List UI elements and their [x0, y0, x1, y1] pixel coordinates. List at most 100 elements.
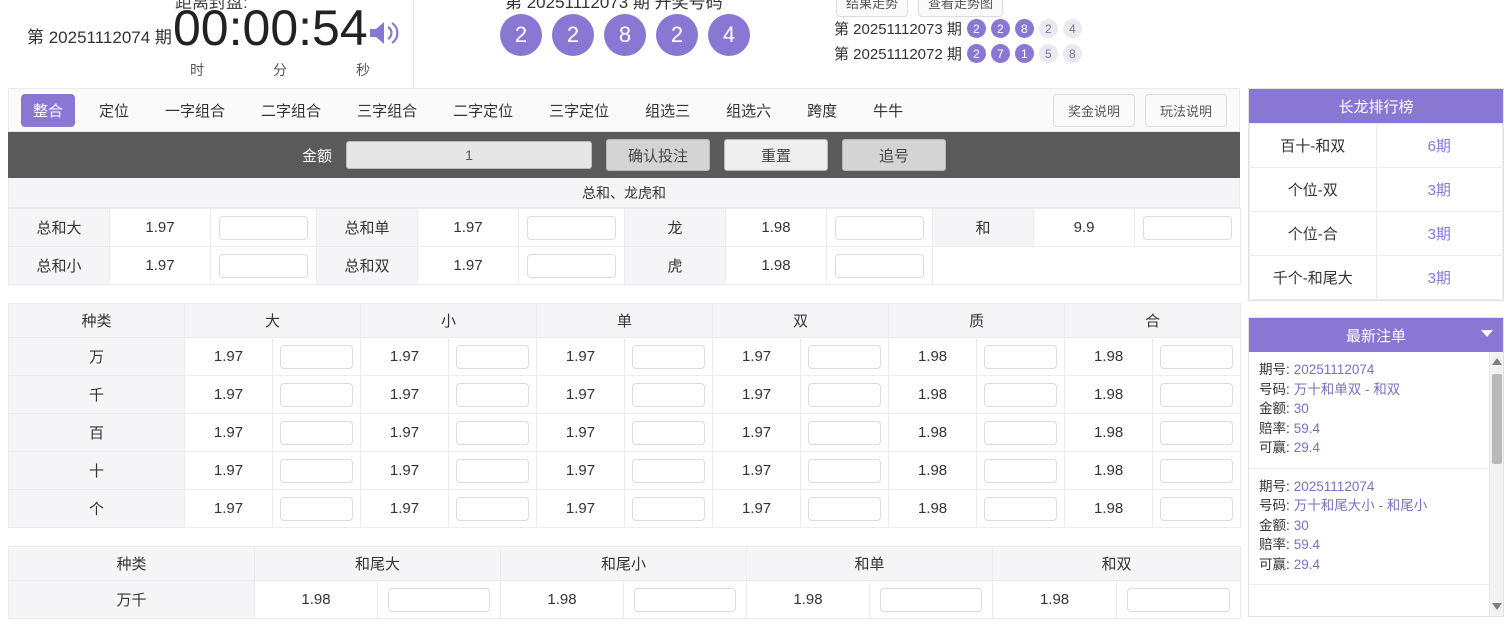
bet-amount-input[interactable]: [219, 215, 308, 240]
bet-amount-input[interactable]: [1160, 496, 1234, 521]
latest-bets-title: 最新注单: [1249, 318, 1503, 352]
tab-二字组合[interactable]: 二字组合: [261, 102, 322, 120]
bet-amount-input[interactable]: [1126, 587, 1231, 612]
bet-amount-input-cell: [271, 413, 362, 452]
table-row[interactable]: 个位-合 3期: [1249, 211, 1503, 256]
bet-amount-input-cell: [624, 413, 714, 452]
bet-odds-value: 59.4: [1293, 537, 1321, 552]
column-header: 小: [360, 303, 538, 338]
bet-amount-input[interactable]: [633, 587, 737, 612]
scroll-up-icon[interactable]: [1492, 358, 1502, 365]
bet-win-label: 可赢:: [1259, 440, 1290, 455]
bet-amount-input[interactable]: [808, 382, 882, 407]
bet-amount-input[interactable]: [455, 382, 530, 407]
bet-amount-input[interactable]: [632, 382, 706, 407]
bet-amount-input[interactable]: [984, 458, 1058, 483]
chase-number-button[interactable]: 追号: [842, 139, 946, 171]
bet-amount-input[interactable]: [1160, 344, 1234, 369]
bet-amount-input[interactable]: [808, 458, 882, 483]
bet-number-value: 万十和单双 - 和双: [1293, 381, 1401, 397]
digit-bet-table: 种类大小单双质合 万 1.97 1.97 1.97 1.97 1.98 1.98 千 1.97 1…: [8, 303, 1242, 528]
tab-组选六[interactable]: 组选六: [726, 102, 772, 120]
bet-amount-input[interactable]: [879, 587, 983, 612]
bet-amount-input[interactable]: [219, 253, 308, 278]
chevron-down-icon[interactable]: [1481, 330, 1493, 337]
bet-amount-input[interactable]: [1143, 215, 1232, 240]
bet-amount-input[interactable]: [1160, 458, 1234, 483]
bet-amount-input[interactable]: [808, 420, 882, 445]
bet-odds-value: 9.9: [1033, 208, 1135, 247]
bet-amount-input[interactable]: [527, 215, 616, 240]
column-header: 合: [1064, 303, 1242, 338]
table-row[interactable]: 个位-双 3期: [1249, 167, 1503, 212]
bet-amount-input[interactable]: [387, 587, 491, 612]
result-trend-button[interactable]: 结果走势: [836, 0, 909, 17]
column-header: 质: [888, 303, 1066, 338]
tab-三字组合[interactable]: 三字组合: [357, 102, 418, 120]
bet-amount-input[interactable]: [279, 496, 354, 521]
bet-amount-input[interactable]: [984, 420, 1058, 445]
scroll-down-icon[interactable]: [1492, 603, 1502, 610]
tab-整合[interactable]: 整合: [21, 93, 76, 127]
bet-amount-input[interactable]: [279, 344, 354, 369]
body-wrapper: 整合 定位 一字组合 二字组合 三字组合 二字定位 三字定位 组选三 组选六 跨度 牛牛 奖金说明 …: [0, 88, 1511, 634]
bet-amount-input[interactable]: [835, 253, 924, 278]
amount-input[interactable]: [346, 141, 592, 169]
countdown-units: 时 分 秒: [190, 60, 370, 80]
tab-牛牛[interactable]: 牛牛: [873, 102, 904, 120]
bet-number-line: 号码: 万十和尾大小 - 和尾小: [1259, 496, 1479, 516]
bet-amount-input[interactable]: [632, 458, 706, 483]
bet-amount-input[interactable]: [835, 215, 924, 240]
bet-amount-input-cell: [826, 246, 933, 285]
bet-amount-input[interactable]: [455, 496, 530, 521]
tab-三字定位[interactable]: 三字定位: [549, 102, 610, 120]
bet-amount-input-cell: [271, 337, 362, 376]
bet-amount-input[interactable]: [808, 344, 882, 369]
bet-issue-label: 期号:: [1259, 478, 1290, 494]
bet-amount-input[interactable]: [632, 420, 706, 445]
tab-二字定位[interactable]: 二字定位: [453, 102, 514, 120]
table-row[interactable]: 百十-和双 6期: [1249, 123, 1503, 168]
bet-amount-input[interactable]: [455, 458, 530, 483]
bets-scrollbar[interactable]: [1489, 352, 1503, 616]
tab-组选三[interactable]: 组选三: [645, 102, 691, 120]
bet-amount-input[interactable]: [808, 496, 882, 521]
draw-ball: 8: [604, 14, 646, 56]
bet-odds-value: 1.98: [888, 451, 978, 490]
digit-position-label: 个: [8, 489, 185, 528]
bet-amount-input[interactable]: [984, 496, 1058, 521]
speaker-icon[interactable]: [368, 18, 402, 48]
table-row[interactable]: 千个-和尾大 3期: [1249, 255, 1503, 300]
bet-amount-input[interactable]: [1160, 382, 1234, 407]
current-issue-label: 第 20251112074 期: [27, 28, 172, 47]
confirm-bet-button[interactable]: 确认投注: [606, 139, 710, 171]
bet-amount-input[interactable]: [279, 382, 354, 407]
tab-定位[interactable]: 定位: [99, 102, 130, 120]
reset-button[interactable]: 重置: [724, 139, 828, 171]
tab-跨度[interactable]: 跨度: [807, 102, 838, 120]
scrollbar-thumb[interactable]: [1492, 374, 1502, 464]
bet-amount-input[interactable]: [279, 458, 354, 483]
bet-amount-input[interactable]: [279, 420, 354, 445]
prize-info-button[interactable]: 奖金说明: [1052, 93, 1135, 127]
bet-amount-input-cell: [624, 451, 714, 490]
view-trend-chart-button[interactable]: 查看走势图: [918, 0, 1004, 17]
bet-amount-input-cell: [1152, 413, 1242, 452]
bet-amount-input-cell: [1152, 451, 1242, 490]
bet-amount-input-cell: [800, 451, 890, 490]
rules-info-button[interactable]: 玩法说明: [1144, 93, 1227, 127]
bet-amount-input[interactable]: [984, 382, 1058, 407]
bet-odds-value: 1.97: [712, 451, 802, 490]
bet-amount-input[interactable]: [527, 253, 616, 278]
bet-amount-input[interactable]: [984, 344, 1058, 369]
bet-amount-input[interactable]: [632, 496, 706, 521]
bet-amount-input-cell: [976, 375, 1066, 414]
bet-amount-input[interactable]: [632, 344, 706, 369]
bet-amount-input[interactable]: [1160, 420, 1234, 445]
draw-result-title: 第 20251112073 期 开奖号码: [505, 0, 723, 12]
bet-amount-input[interactable]: [455, 344, 530, 369]
column-header: 种类: [8, 303, 185, 338]
tab-一字组合[interactable]: 一字组合: [165, 102, 226, 120]
bet-amount-input-cell: [448, 375, 538, 414]
bet-amount-input[interactable]: [455, 420, 530, 445]
